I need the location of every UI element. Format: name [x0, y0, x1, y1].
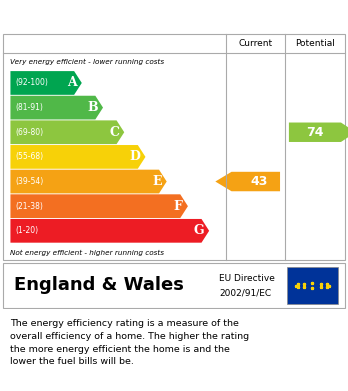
- Text: (69-80): (69-80): [16, 128, 44, 137]
- Text: England & Wales: England & Wales: [14, 276, 184, 294]
- Text: Potential: Potential: [295, 39, 335, 48]
- Text: 2002/91/EC: 2002/91/EC: [219, 289, 271, 298]
- Text: EU Directive: EU Directive: [219, 274, 275, 283]
- Polygon shape: [10, 71, 82, 95]
- Text: 74: 74: [306, 126, 324, 139]
- Text: (39-54): (39-54): [16, 177, 44, 186]
- Polygon shape: [10, 145, 145, 169]
- Text: E: E: [152, 175, 161, 188]
- Text: The energy efficiency rating is a measure of the
overall efficiency of a home. T: The energy efficiency rating is a measur…: [10, 319, 250, 366]
- Polygon shape: [10, 170, 167, 194]
- Bar: [287, 267, 338, 304]
- Text: D: D: [129, 151, 140, 163]
- Polygon shape: [10, 96, 103, 120]
- Text: (81-91): (81-91): [16, 103, 44, 112]
- Polygon shape: [215, 172, 280, 191]
- Text: Not energy efficient - higher running costs: Not energy efficient - higher running co…: [10, 250, 165, 256]
- Text: G: G: [193, 224, 204, 237]
- Polygon shape: [10, 120, 124, 144]
- Polygon shape: [10, 194, 188, 218]
- Text: C: C: [109, 126, 119, 139]
- Text: (1-20): (1-20): [16, 226, 39, 235]
- Text: F: F: [174, 200, 183, 213]
- Text: (92-100): (92-100): [16, 79, 48, 88]
- Text: A: A: [67, 77, 77, 90]
- Polygon shape: [10, 219, 209, 243]
- Text: Very energy efficient - lower running costs: Very energy efficient - lower running co…: [10, 59, 165, 65]
- Text: 43: 43: [251, 175, 268, 188]
- Text: (21-38): (21-38): [16, 202, 44, 211]
- Polygon shape: [289, 122, 348, 142]
- Text: Current: Current: [239, 39, 273, 48]
- Text: (55-68): (55-68): [16, 152, 44, 161]
- Text: B: B: [87, 101, 98, 114]
- Text: Energy Efficiency Rating: Energy Efficiency Rating: [10, 7, 239, 25]
